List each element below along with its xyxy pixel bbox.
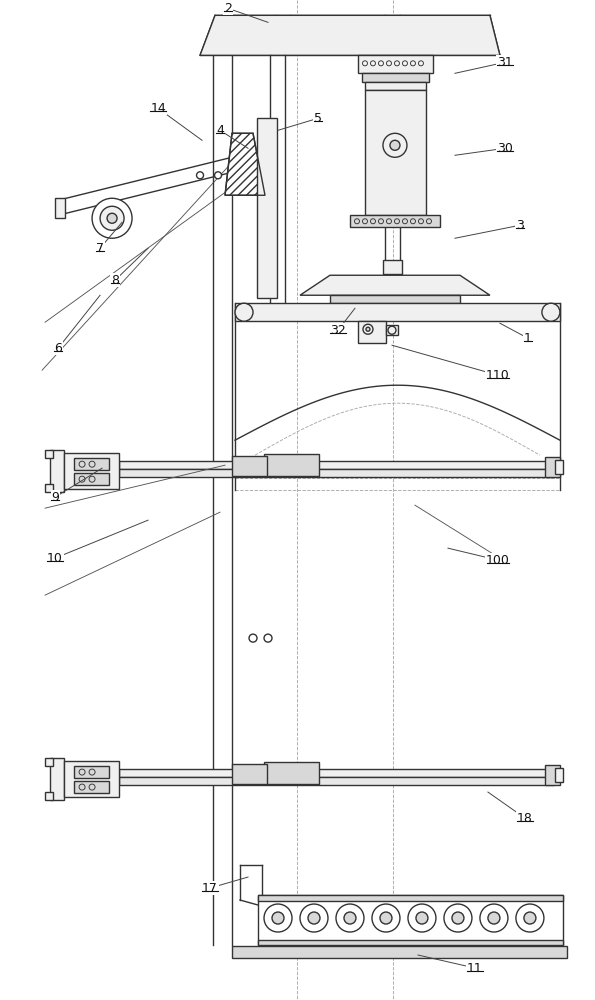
Text: 2: 2 [224, 2, 232, 15]
Bar [64, 761, 119, 797]
Circle shape [264, 634, 272, 642]
Text: 31: 31 [497, 56, 513, 69]
Circle shape [300, 904, 328, 932]
Circle shape [380, 912, 392, 924]
Circle shape [272, 912, 284, 924]
Circle shape [452, 912, 464, 924]
Circle shape [542, 303, 560, 321]
Circle shape [444, 904, 472, 932]
Bar [386, 325, 398, 335]
Bar [358, 321, 386, 343]
Bar [50, 758, 64, 800]
Bar [365, 82, 426, 90]
Polygon shape [225, 133, 265, 195]
Bar [45, 792, 53, 800]
Circle shape [215, 172, 221, 179]
Text: 18: 18 [517, 812, 533, 825]
Text: 10: 10 [47, 552, 63, 565]
Circle shape [249, 634, 257, 642]
Bar [45, 450, 53, 458]
Bar [119, 777, 554, 785]
Text: 5: 5 [314, 112, 322, 125]
Circle shape [107, 213, 117, 223]
Text: 9: 9 [51, 491, 59, 504]
Bar [383, 260, 402, 274]
Circle shape [264, 904, 292, 932]
Bar [365, 90, 426, 215]
Text: 30: 30 [497, 142, 513, 155]
Circle shape [480, 904, 508, 932]
Bar [232, 764, 267, 784]
Text: 3: 3 [516, 219, 524, 232]
Bar [64, 453, 119, 489]
Bar [235, 303, 560, 321]
Circle shape [416, 912, 428, 924]
Bar [258, 895, 563, 901]
Bar [258, 940, 563, 945]
Bar [232, 946, 567, 958]
Text: 1: 1 [524, 332, 532, 345]
Polygon shape [200, 15, 500, 55]
Bar [119, 769, 554, 777]
Circle shape [408, 904, 436, 932]
Circle shape [92, 198, 132, 238]
Text: 4: 4 [216, 124, 224, 137]
Text: 7: 7 [96, 242, 104, 255]
Bar [119, 469, 554, 477]
Bar [45, 484, 53, 492]
Bar [330, 295, 460, 303]
Text: 100: 100 [486, 554, 510, 567]
Bar [232, 456, 267, 476]
Bar [358, 55, 433, 73]
Circle shape [235, 303, 253, 321]
Bar [257, 118, 277, 298]
Text: 17: 17 [202, 882, 218, 895]
Circle shape [196, 172, 203, 179]
Bar [264, 762, 319, 784]
Bar [545, 457, 560, 477]
Text: 14: 14 [150, 102, 166, 115]
Bar [119, 461, 554, 469]
Circle shape [100, 206, 124, 230]
Text: 8: 8 [111, 274, 119, 287]
Circle shape [344, 912, 356, 924]
Circle shape [372, 904, 400, 932]
Circle shape [336, 904, 364, 932]
Bar [74, 458, 109, 470]
Text: 110: 110 [486, 369, 510, 382]
Bar [258, 895, 563, 945]
Polygon shape [300, 275, 490, 295]
Circle shape [308, 912, 320, 924]
Bar [74, 781, 109, 793]
Bar [362, 73, 429, 82]
Bar [45, 758, 53, 766]
Bar [50, 450, 64, 492]
Text: 32: 32 [330, 324, 346, 337]
Bar [55, 198, 65, 218]
Bar [555, 460, 563, 474]
Bar [264, 454, 319, 476]
Text: 6: 6 [54, 342, 62, 355]
Bar [74, 473, 109, 485]
Bar [545, 765, 560, 785]
Circle shape [488, 912, 500, 924]
Bar [350, 215, 440, 227]
Circle shape [390, 140, 400, 150]
Bar [555, 768, 563, 782]
Bar [74, 766, 109, 778]
Circle shape [524, 912, 536, 924]
Text: 11: 11 [467, 962, 483, 975]
Circle shape [366, 327, 370, 331]
Circle shape [516, 904, 544, 932]
